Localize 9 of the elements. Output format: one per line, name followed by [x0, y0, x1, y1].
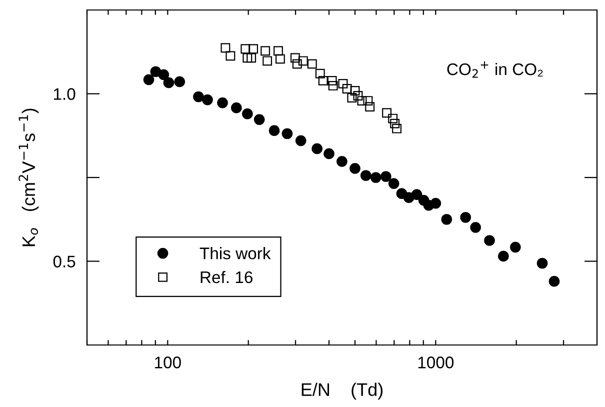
x-tick-label: 100 [155, 356, 181, 368]
text: K$_{o}$ (cm$^{2}$V$^{−1}$s$^{−1}$) [18, 108, 39, 246]
y-tick-label: 1.0 [54, 88, 76, 100]
x-axis-title: E/N (Td) [302, 382, 383, 400]
legend-label: Ref. 16 [200, 270, 252, 284]
legend-label: This work [200, 247, 271, 260]
annotation: CO$_{2}$$^{+}$ in CO₂ [447, 61, 543, 78]
x-tick-label: 1000 [418, 356, 454, 368]
y-tick-label: 0.5 [53, 256, 76, 268]
